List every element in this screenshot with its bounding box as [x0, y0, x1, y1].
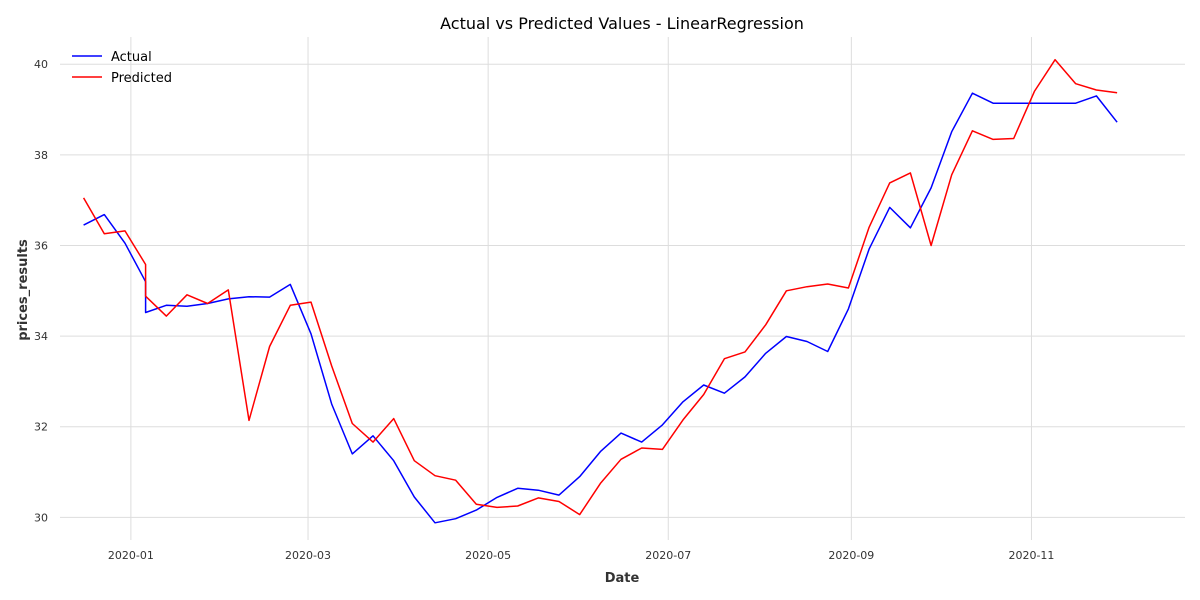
x-axis-ticks: 2020-01 2020-03 2020-05 2020-07 2020-09 2020-…: [108, 549, 1055, 562]
series-line-predicted: [82, 58, 1118, 516]
y-tick-label: 40: [34, 58, 48, 71]
series-line-actual: [83, 92, 1118, 524]
y-tick-label: 34: [34, 330, 48, 343]
chart-title: Actual vs Predicted Values - LinearRegre…: [440, 14, 804, 33]
y-axis-label: prices_results: [16, 239, 31, 341]
legend-label-actual: Actual: [111, 50, 152, 65]
x-tick-label: 2020-07: [645, 549, 691, 562]
series-lines: [82, 58, 1118, 524]
y-tick-label: 30: [34, 511, 48, 524]
legend: Actual Predicted: [72, 50, 172, 86]
y-tick-label: 32: [34, 421, 48, 434]
grid: [60, 37, 1185, 540]
x-tick-label: 2020-03: [285, 549, 331, 562]
x-tick-label: 2020-11: [1008, 549, 1054, 562]
legend-label-predicted: Predicted: [111, 71, 172, 86]
y-tick-label: 36: [34, 239, 48, 252]
y-tick-label: 38: [34, 149, 48, 162]
x-tick-label: 2020-05: [465, 549, 511, 562]
y-axis-ticks: 30 32 34 36 38 40: [34, 58, 48, 524]
x-tick-label: 2020-01: [108, 549, 154, 562]
x-axis-label: Date: [605, 571, 640, 586]
x-tick-label: 2020-09: [828, 549, 874, 562]
